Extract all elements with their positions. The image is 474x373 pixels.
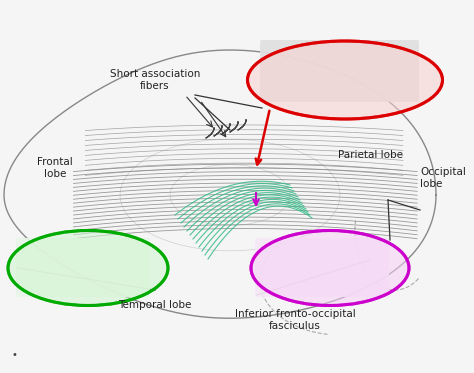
Text: Occipital
lobe: Occipital lobe	[420, 167, 466, 189]
Ellipse shape	[251, 231, 409, 305]
Text: Frontal
lobe: Frontal lobe	[37, 157, 73, 179]
FancyBboxPatch shape	[255, 238, 389, 297]
FancyBboxPatch shape	[16, 238, 150, 297]
FancyBboxPatch shape	[260, 40, 419, 102]
Text: Temporal lobe: Temporal lobe	[118, 300, 191, 310]
Text: Short association
fibers: Short association fibers	[110, 69, 200, 91]
Ellipse shape	[8, 231, 168, 305]
Ellipse shape	[247, 41, 443, 119]
Text: Parietal lobe: Parietal lobe	[338, 150, 403, 160]
Text: Inferior fronto-occipital
fasciculus: Inferior fronto-occipital fasciculus	[235, 309, 356, 331]
Text: •: •	[12, 350, 18, 360]
